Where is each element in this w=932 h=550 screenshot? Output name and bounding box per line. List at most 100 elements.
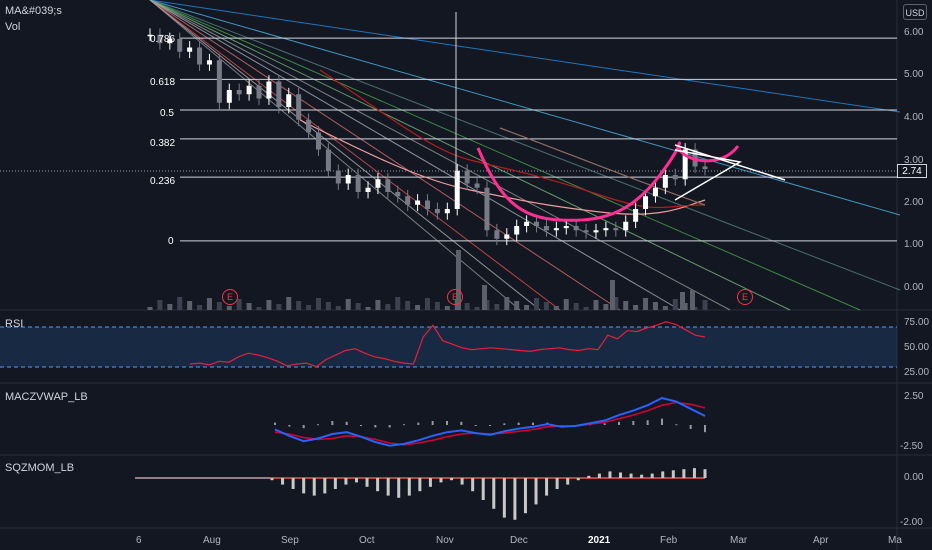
earnings-marker-nov[interactable]: E: [447, 289, 463, 305]
volume-bar: [187, 301, 193, 310]
fan-line: [149, 0, 901, 216]
candle-body: [276, 81, 282, 107]
volume-bar: [246, 303, 252, 310]
candle-body: [177, 39, 183, 52]
sqzmom-bar: [703, 469, 707, 478]
fan-line: [149, 0, 561, 311]
volume-bar: [464, 303, 470, 310]
sqzmom-bar: [323, 478, 327, 494]
earnings-marker-mar[interactable]: E: [737, 289, 753, 305]
candle-body: [613, 228, 619, 231]
sqzmom-bar: [587, 475, 591, 478]
candle-body: [256, 85, 262, 99]
fan-line: [149, 0, 621, 311]
candle-body: [543, 226, 549, 231]
rsi-tick-50: 50.00: [904, 342, 930, 353]
volume-bar: [474, 307, 480, 310]
candle-body: [296, 94, 302, 120]
fan-line: [149, 0, 681, 311]
time-tick-oct: Oct: [359, 535, 375, 546]
volume-bar: [425, 298, 430, 310]
time-tick-apr: Apr: [813, 535, 829, 546]
macd-histogram-bar: [403, 424, 405, 426]
macd-histogram-bar: [431, 421, 434, 425]
candle-body: [444, 209, 450, 214]
price-tick-2: 2.00: [904, 197, 924, 208]
volume-label: Vol: [5, 21, 21, 33]
sqzmom-bar: [671, 470, 675, 478]
volume-bar: [563, 299, 569, 310]
volume-bar: [524, 305, 530, 310]
sqzmom-bar: [492, 478, 496, 509]
volume-bar: [147, 307, 153, 310]
candle-body: [187, 47, 193, 52]
candle-body: [306, 119, 312, 133]
candle-body: [286, 94, 292, 107]
sqzmom-bar: [291, 478, 295, 489]
sqzmom-bar: [640, 474, 644, 478]
volume-bar: [315, 298, 321, 310]
price-tick-3: 3.00: [904, 155, 924, 166]
volume-bar: [482, 285, 487, 310]
macd-histogram-bar: [331, 421, 334, 425]
macd-histogram-bar: [302, 425, 305, 429]
sqzmom-bar: [471, 478, 475, 492]
time-tick-dec: Dec: [510, 535, 528, 546]
volume-bar: [385, 304, 391, 310]
sqzmom-bar: [376, 478, 380, 492]
volume-bar: [177, 297, 183, 310]
volume-bar: [623, 301, 629, 310]
candle-body: [464, 170, 470, 184]
volume-bar: [662, 306, 668, 310]
sqzmom-bar: [513, 478, 517, 520]
volume-bar: [286, 297, 292, 310]
currency-button[interactable]: USD: [903, 4, 927, 20]
candle-body: [454, 170, 460, 209]
macd-histogram-bar: [632, 421, 635, 425]
candle-body: [325, 149, 331, 171]
rsi-line: [189, 321, 706, 368]
sqzmom-bar: [523, 478, 527, 514]
fan-line: [149, 0, 861, 311]
sqzmom-bar: [407, 478, 411, 496]
macd-histogram-bar: [618, 421, 620, 425]
volume-bar: [405, 301, 411, 310]
macd-histogram-bar: [503, 423, 506, 425]
candle-body: [623, 221, 629, 231]
macd-histogram-bar: [704, 425, 706, 433]
macd-histogram-bar: [374, 425, 377, 428]
volume-bar: [197, 305, 203, 310]
volume-bar: [456, 250, 461, 310]
macd-histogram-bar: [517, 422, 520, 425]
moving-average-line: [299, 119, 706, 215]
macd-histogram-bar: [689, 425, 692, 429]
candle-body: [355, 175, 361, 192]
volume-bar: [444, 306, 450, 310]
fan-line: [149, 0, 541, 311]
sqzmom-bar: [597, 473, 601, 478]
volume-bar: [680, 292, 685, 310]
candle-body: [405, 196, 411, 205]
sqzmom-bar: [428, 478, 432, 487]
sqzmom-bar: [661, 471, 665, 478]
candle-body: [415, 200, 421, 205]
symbol-title: MA&#039;s: [5, 5, 62, 17]
volume-bar: [415, 305, 421, 310]
sqzmom-tick-0: 0.00: [904, 472, 924, 483]
volume-bar: [692, 307, 698, 310]
rsi-tick-75: 75.00: [904, 317, 930, 328]
time-tick-feb: Feb: [660, 535, 678, 546]
sqzmom-bar: [555, 478, 559, 489]
candle-body: [226, 90, 232, 103]
sqzmom-bar: [608, 471, 612, 478]
sqzmom-bar: [354, 478, 358, 483]
candle-body: [266, 81, 272, 99]
sqzmom-bar: [502, 478, 506, 518]
earnings-marker-aug[interactable]: E: [222, 289, 238, 305]
volume-bar: [603, 304, 609, 310]
macd-histogram-bar: [489, 425, 491, 426]
sqzmom-bar: [481, 478, 485, 500]
candle-body: [206, 60, 212, 65]
sqzmom-bar: [629, 473, 633, 478]
